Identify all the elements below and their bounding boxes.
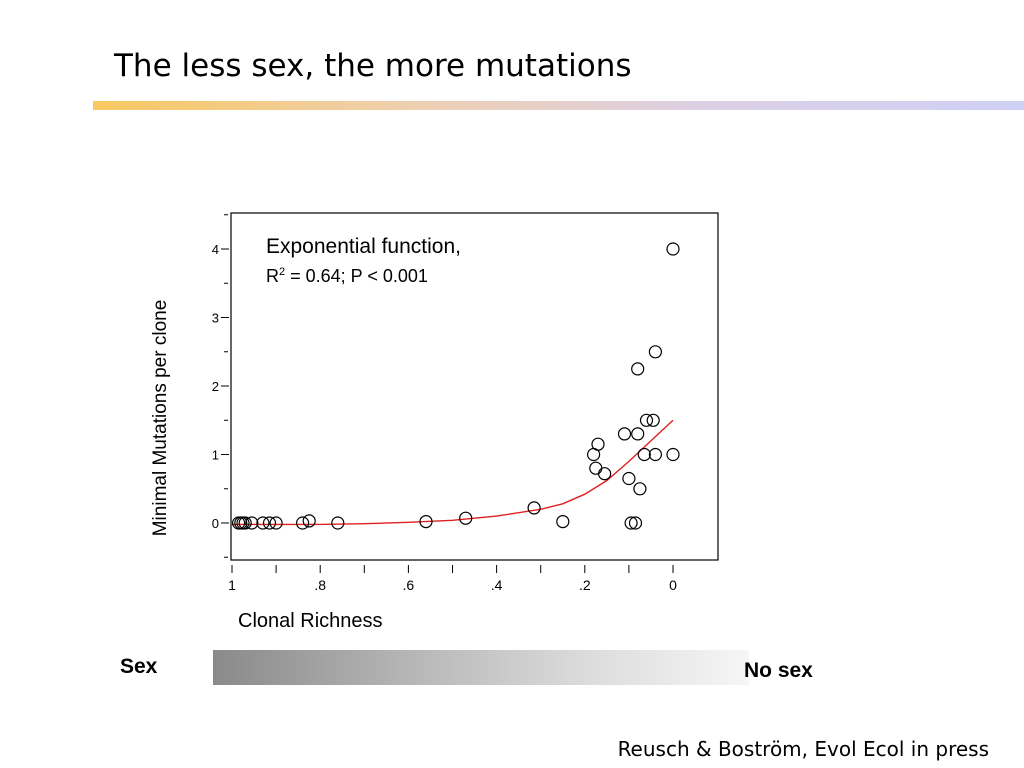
data-point xyxy=(459,511,473,525)
data-point xyxy=(622,471,636,486)
data-point xyxy=(666,242,680,256)
data-point xyxy=(262,516,277,530)
exponential-fit-line xyxy=(232,419,674,526)
y-tick-label: 0 xyxy=(212,516,219,531)
y-tick-label: 4 xyxy=(212,242,219,257)
data-point xyxy=(666,447,680,462)
data-point xyxy=(631,427,645,441)
fit-statistics: = 0.64; P < 0.001 xyxy=(285,266,428,286)
x-tick-label: 1 xyxy=(228,577,236,593)
axes-layer: 1 .8 .6 .4 .2 0 0 1 2 3 4 xyxy=(212,214,677,593)
data-point xyxy=(633,482,647,496)
x-axis-label: Clonal Richness xyxy=(238,610,383,632)
data-point xyxy=(589,461,603,475)
fit-layer xyxy=(232,419,674,526)
data-point xyxy=(631,362,645,376)
points-layer xyxy=(232,242,680,530)
fit-annotation-line1: Exponential function, xyxy=(266,235,461,258)
data-point xyxy=(556,514,570,529)
data-point xyxy=(628,516,643,530)
data-point xyxy=(648,447,663,462)
y-tick-label: 3 xyxy=(212,311,219,326)
data-point xyxy=(646,413,660,427)
y-tick-label: 2 xyxy=(212,379,219,394)
citation: Reusch & Boström, Evol Ecol in press xyxy=(617,737,989,761)
data-point xyxy=(637,447,651,462)
data-point xyxy=(419,514,433,529)
sex-gradient-bar xyxy=(213,650,749,685)
sex-label: Sex xyxy=(120,655,158,678)
data-point xyxy=(256,516,270,530)
r-squared-superscript: 2 xyxy=(279,266,286,278)
data-point xyxy=(302,514,316,528)
x-tick-label: .2 xyxy=(579,577,591,593)
no-sex-label: No sex xyxy=(744,659,813,682)
x-tick-label: 0 xyxy=(669,577,677,593)
title-underline-bar xyxy=(93,101,1024,110)
data-point xyxy=(527,501,541,515)
data-point xyxy=(624,516,638,530)
data-point xyxy=(269,516,283,530)
data-point xyxy=(245,516,259,530)
data-point xyxy=(331,516,345,530)
plot-frame xyxy=(230,212,719,561)
data-point xyxy=(639,413,654,427)
data-point xyxy=(648,345,663,359)
data-point xyxy=(296,516,310,530)
data-point xyxy=(238,516,252,530)
fit-annotation-line2: R2 = 0.64; P < 0.001 xyxy=(266,266,428,287)
slide-title: The less sex, the more mutations xyxy=(114,48,632,84)
y-tick-label: 1 xyxy=(212,448,219,463)
x-tick-label: .6 xyxy=(403,577,415,593)
data-point xyxy=(617,427,632,441)
r-symbol: R xyxy=(266,266,279,286)
y-axis-label: Minimal Mutations per clone xyxy=(150,299,171,537)
x-tick-label: .8 xyxy=(314,577,326,593)
data-point xyxy=(597,467,612,481)
data-point xyxy=(591,437,605,451)
x-tick-label: .4 xyxy=(491,577,503,593)
